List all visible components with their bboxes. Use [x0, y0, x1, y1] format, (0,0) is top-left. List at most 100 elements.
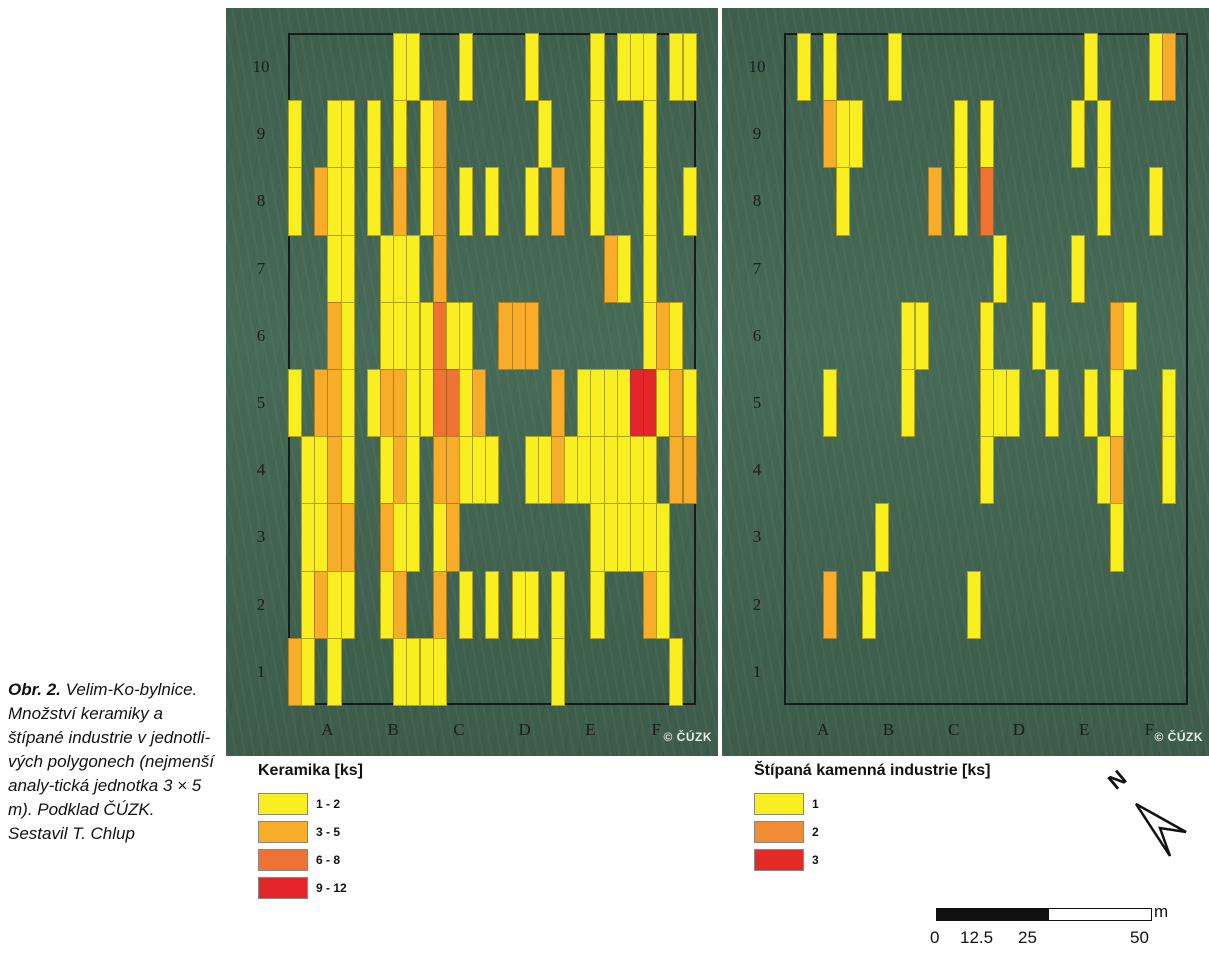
stipana-cell — [1149, 33, 1164, 102]
keramika-cell — [669, 436, 684, 505]
row-label: 9 — [752, 124, 762, 144]
row-label: 9 — [256, 124, 266, 144]
legend-label: 9 - 12 — [316, 881, 347, 895]
scale-label-2: 25 — [1018, 928, 1037, 947]
keramika-cell — [340, 234, 355, 303]
keramika-cell — [616, 436, 631, 505]
keramika-cell — [288, 100, 303, 169]
keramika-cell — [445, 503, 460, 572]
keramika-cell — [458, 436, 474, 505]
keramika-cell — [393, 637, 408, 706]
legend-item: 1 - 2 — [258, 793, 340, 815]
legend-item: 2 — [754, 821, 819, 843]
legend-label: 1 - 2 — [316, 797, 341, 811]
keramika-cell — [551, 436, 566, 505]
keramika-cell — [524, 436, 539, 505]
keramika-cell — [590, 100, 605, 169]
keramika-cell — [577, 369, 592, 438]
keramika-cell — [616, 369, 631, 438]
keramika-cell — [472, 369, 487, 438]
keramika-cell — [327, 436, 342, 505]
row-label: 2 — [256, 594, 266, 614]
keramika-cell — [590, 503, 605, 572]
keramika-cell — [314, 503, 329, 572]
keramika-copyright: © ČÚZK — [663, 730, 712, 744]
keramika-cell — [327, 167, 342, 236]
keramika-cell — [603, 234, 618, 303]
keramika-cell — [380, 570, 395, 639]
keramika-cell — [432, 167, 447, 236]
keramika-cell — [366, 167, 382, 236]
figure-caption: Obr. 2. Velim-Ko-bylnice. Množství keram… — [8, 678, 218, 846]
keramika-cell — [682, 369, 697, 438]
keramika-cell — [314, 369, 329, 438]
stipana-cell — [901, 369, 916, 438]
keramika-cell — [340, 301, 355, 370]
keramika-cell — [669, 637, 684, 706]
legend-swatch — [754, 793, 804, 815]
row-label: 3 — [752, 527, 762, 547]
scale-seg-white — [1048, 908, 1152, 921]
stipana-cell — [1097, 167, 1112, 236]
keramika-cell — [393, 167, 408, 236]
stipana-cell — [1084, 33, 1099, 102]
keramika-cell — [393, 436, 408, 505]
stipana-cell — [862, 570, 877, 639]
keramika-cell — [590, 369, 605, 438]
stipana-cell — [797, 33, 812, 102]
keramika-cell — [656, 369, 671, 438]
row-label: 4 — [256, 460, 266, 480]
col-label: C — [453, 720, 465, 739]
col-label: F — [651, 720, 661, 739]
keramika-cell — [643, 234, 658, 303]
scale-unit: m — [1154, 902, 1169, 921]
keramika-cell — [327, 100, 342, 169]
stipana-cell — [1149, 167, 1164, 236]
keramika-cell — [524, 570, 539, 639]
stipana-cell — [1110, 436, 1125, 505]
keramika-cell — [380, 369, 395, 438]
row-label: 5 — [752, 393, 762, 412]
keramika-cell — [380, 301, 395, 370]
keramika-cell — [327, 234, 342, 303]
keramika-cell — [406, 234, 421, 303]
keramika-cell — [511, 570, 526, 639]
col-label: B — [387, 720, 399, 739]
keramika-cell — [380, 436, 395, 505]
stipana-cell — [836, 100, 851, 169]
keramika-cell — [340, 503, 355, 572]
stipana-cell — [823, 369, 838, 438]
keramika-cell — [314, 436, 329, 505]
stipana-cell — [875, 503, 890, 572]
legend-swatch — [754, 821, 804, 843]
keramika-cell — [551, 637, 566, 706]
north-arrow-icon: N — [1103, 770, 1187, 857]
stipana-cell — [1162, 33, 1177, 102]
scale-seg-black — [936, 908, 1050, 921]
keramika-cell — [380, 234, 395, 303]
legend-label: 2 — [812, 825, 819, 839]
keramika-cell — [590, 33, 605, 102]
keramika-cell — [643, 436, 658, 505]
keramika-cell — [656, 301, 671, 370]
stipana-cell — [1110, 503, 1125, 572]
keramika-cell — [288, 369, 303, 438]
keramika-cell — [445, 369, 460, 438]
stipana-cell — [979, 369, 994, 438]
keramika-cell — [432, 369, 447, 438]
row-label: 6 — [752, 325, 762, 345]
stipana-cell — [1005, 369, 1020, 438]
stipana-cell — [1110, 369, 1125, 438]
keramika-cell — [340, 369, 355, 438]
stipana-grid-frame — [784, 33, 1188, 705]
stipana-cell — [901, 301, 916, 370]
keramika-cell — [419, 301, 434, 370]
stipana-cell — [823, 33, 838, 102]
keramika-cell — [406, 503, 421, 572]
legend-swatch — [258, 877, 308, 899]
legend-swatch — [258, 849, 308, 871]
keramika-cell — [458, 301, 474, 370]
stipana-cell — [914, 301, 929, 370]
stipana-cell — [849, 100, 864, 169]
stipana-cell — [1097, 100, 1112, 169]
